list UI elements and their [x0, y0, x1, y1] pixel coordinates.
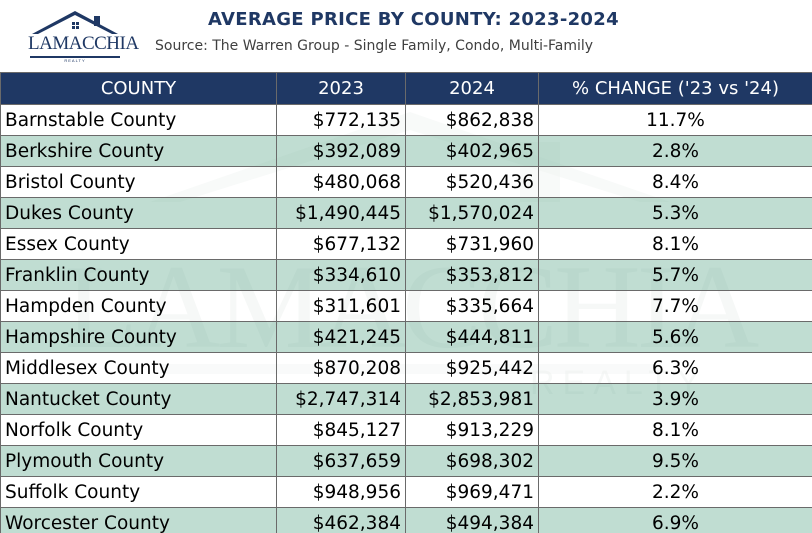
- county-cell: Middlesex County: [0, 352, 277, 384]
- price-2024-cell: $2,853,981: [405, 383, 539, 415]
- price-2024-cell: $925,442: [405, 352, 539, 384]
- logo-underline: [30, 56, 120, 58]
- price-2024-cell: $335,664: [405, 290, 539, 322]
- county-cell: Barnstable County: [0, 104, 277, 136]
- price-2024-cell: $969,471: [405, 476, 539, 508]
- pct-change-cell: 6.3%: [538, 352, 812, 384]
- price-2024-cell: $353,812: [405, 259, 539, 291]
- pct-change-cell: 2.2%: [538, 476, 812, 508]
- county-cell: Berkshire County: [0, 135, 277, 167]
- chart-title: AVERAGE PRICE BY COUNTY: 2023-2024: [208, 9, 619, 30]
- county-cell: Hampden County: [0, 290, 277, 322]
- column-header-2023: 2023: [276, 72, 406, 105]
- house-roof-icon: [32, 11, 118, 34]
- county-cell: Essex County: [0, 228, 277, 260]
- pct-change-cell: 11.7%: [538, 104, 812, 136]
- price-2023-cell: $311,601: [276, 290, 406, 322]
- price-2023-cell: $462,384: [276, 507, 406, 533]
- report-header: LAMACCHIA REALTY AVERAGE PRICE BY COUNTY…: [0, 0, 812, 72]
- price-2024-cell: $731,960: [405, 228, 539, 260]
- table-header-row: COUNTY 2023 2024 % CHANGE ('23 vs '24): [0, 72, 812, 105]
- pct-change-cell: 8.1%: [538, 414, 812, 446]
- county-cell: Nantucket County: [0, 383, 277, 415]
- price-2023-cell: $480,068: [276, 166, 406, 198]
- column-header-2024: 2024: [405, 72, 539, 105]
- county-cell: Hampshire County: [0, 321, 277, 353]
- company-logo: LAMACCHIA REALTY: [26, 8, 139, 63]
- price-2024-cell: $520,436: [405, 166, 539, 198]
- table-row: Essex County $677,132 $731,960 8.1%: [0, 228, 812, 260]
- table-row: Norfolk County $845,127 $913,229 8.1%: [0, 414, 812, 446]
- price-2024-cell: $698,302: [405, 445, 539, 477]
- price-2024-cell: $1,570,024: [405, 197, 539, 229]
- pct-change-cell: 3.9%: [538, 383, 812, 415]
- county-cell: Franklin County: [0, 259, 277, 291]
- chart-subtitle: Source: The Warren Group - Single Family…: [155, 38, 594, 54]
- table-row: Franklin County $334,610 $353,812 5.7%: [0, 259, 812, 291]
- price-2023-cell: $334,610: [276, 259, 406, 291]
- county-cell: Plymouth County: [0, 445, 277, 477]
- price-2023-cell: $677,132: [276, 228, 406, 260]
- county-cell: Worcester County: [0, 507, 277, 533]
- price-2023-cell: $948,956: [276, 476, 406, 508]
- table-row: Plymouth County $637,659 $698,302 9.5%: [0, 445, 812, 477]
- table-row: Nantucket County $2,747,314 $2,853,981 3.9%: [0, 383, 812, 415]
- pct-change-cell: 5.3%: [538, 197, 812, 229]
- pct-change-cell: 5.7%: [538, 259, 812, 291]
- price-2023-cell: $1,490,445: [276, 197, 406, 229]
- county-cell: Bristol County: [0, 166, 277, 198]
- county-cell: Norfolk County: [0, 414, 277, 446]
- price-2024-cell: $494,384: [405, 507, 539, 533]
- price-2024-cell: $913,229: [405, 414, 539, 446]
- pct-change-cell: 5.6%: [538, 321, 812, 353]
- table-row: Hampden County $311,601 $335,664 7.7%: [0, 290, 812, 322]
- price-2023-cell: $870,208: [276, 352, 406, 384]
- pct-change-cell: 6.9%: [538, 507, 812, 533]
- price-table: COUNTY 2023 2024 % CHANGE ('23 vs '24) B…: [0, 72, 812, 533]
- table-row: Middlesex County $870,208 $925,442 6.3%: [0, 352, 812, 384]
- pct-change-cell: 2.8%: [538, 135, 812, 167]
- column-header-county: COUNTY: [0, 72, 277, 105]
- county-cell: Suffolk County: [0, 476, 277, 508]
- table-row: Bristol County $480,068 $520,436 8.4%: [0, 166, 812, 198]
- pct-change-cell: 8.4%: [538, 166, 812, 198]
- pct-change-cell: 8.1%: [538, 228, 812, 260]
- price-2023-cell: $637,659: [276, 445, 406, 477]
- pct-change-cell: 9.5%: [538, 445, 812, 477]
- price-2023-cell: $421,245: [276, 321, 406, 353]
- price-2023-cell: $772,135: [276, 104, 406, 136]
- price-2024-cell: $444,811: [405, 321, 539, 353]
- column-header-pct-change: % CHANGE ('23 vs '24): [538, 72, 812, 105]
- price-2023-cell: $392,089: [276, 135, 406, 167]
- table-row: Hampshire County $421,245 $444,811 5.6%: [0, 321, 812, 353]
- price-2023-cell: $2,747,314: [276, 383, 406, 415]
- table-body: Barnstable County $772,135 $862,838 11.7% Be…: [0, 104, 812, 533]
- price-2024-cell: $402,965: [405, 135, 539, 167]
- price-2023-cell: $845,127: [276, 414, 406, 446]
- pct-change-cell: 7.7%: [538, 290, 812, 322]
- table-row: Suffolk County $948,956 $969,471 2.2%: [0, 476, 812, 508]
- price-table-container: COUNTY 2023 2024 % CHANGE ('23 vs '24) B…: [0, 72, 812, 533]
- logo-wordmark: LAMACCHIA: [28, 33, 139, 54]
- logo-subtext: REALTY: [64, 58, 86, 63]
- price-2024-cell: $862,838: [405, 104, 539, 136]
- county-cell: Dukes County: [0, 197, 277, 229]
- table-row: Barnstable County $772,135 $862,838 11.7%: [0, 104, 812, 136]
- table-row: Dukes County $1,490,445 $1,570,024 5.3%: [0, 197, 812, 229]
- table-row: Berkshire County $392,089 $402,965 2.8%: [0, 135, 812, 167]
- table-row: Worcester County $462,384 $494,384 6.9%: [0, 507, 812, 533]
